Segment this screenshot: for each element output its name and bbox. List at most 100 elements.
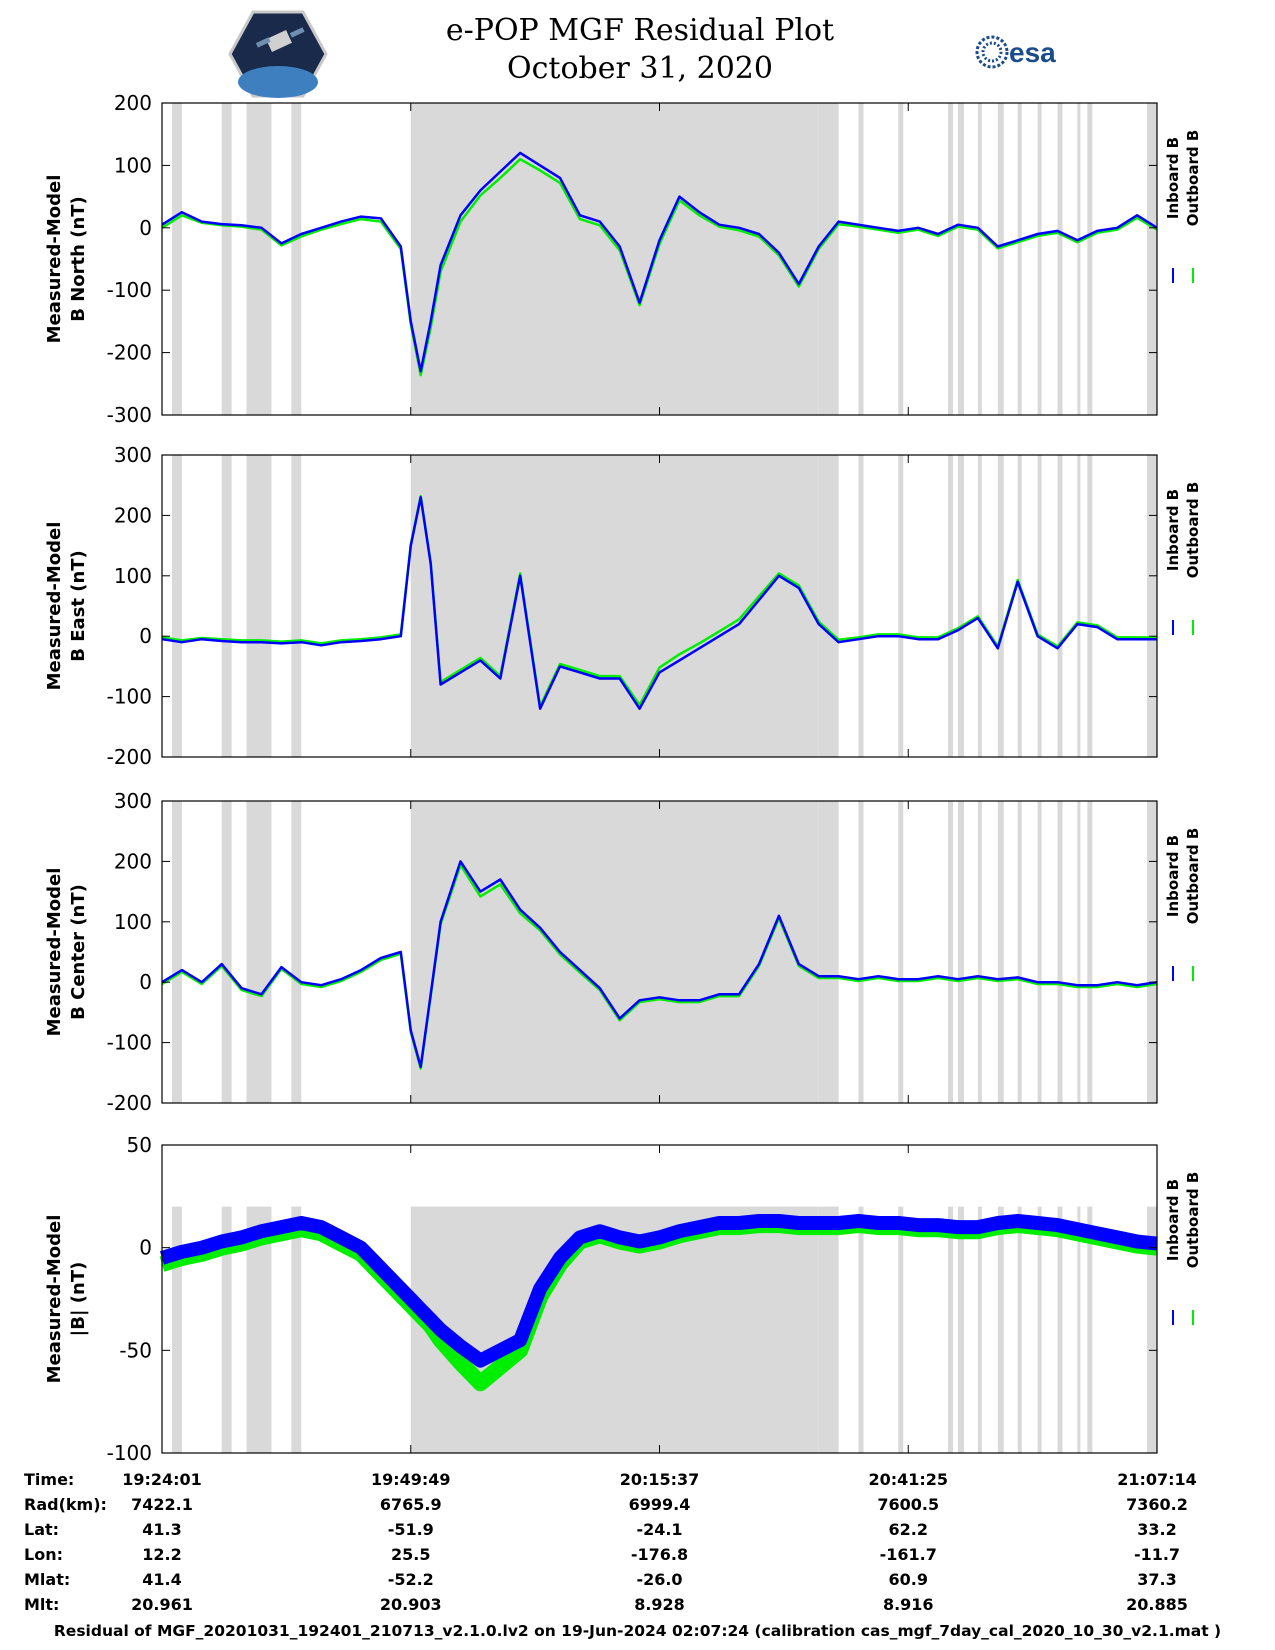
shade-band	[1037, 1206, 1042, 1453]
info-cell: -11.7	[1133, 1545, 1181, 1564]
info-cell: 62.2	[888, 1520, 928, 1539]
y-tick-label: 100	[114, 910, 152, 934]
y-tick-label: 0	[139, 624, 152, 648]
shade-band	[958, 455, 964, 757]
shade-band	[958, 103, 964, 415]
panel-4: 50 0 -50 -100 Measured-Model |B| (nT) Inboard …	[44, 1133, 1202, 1465]
info-cell: -26.0	[636, 1570, 683, 1589]
info-cell: 7360.2	[1126, 1495, 1188, 1514]
shade-band	[977, 801, 982, 1103]
shade-band	[977, 103, 982, 415]
y-tick-label: 200	[114, 503, 152, 527]
shade-band	[291, 801, 302, 1103]
info-row-label: Lat:	[24, 1520, 60, 1539]
panel-1: 200 100 0 -100 -200 -300 Measured-Model B North…	[44, 91, 1202, 427]
shade-band	[171, 801, 182, 1103]
shade-band	[1087, 1206, 1093, 1453]
chart-title: e-POP MGF Residual Plot October 31, 2020	[380, 12, 900, 88]
shade-band	[1057, 455, 1063, 757]
info-cell: 20.903	[379, 1595, 442, 1614]
shade-band	[948, 801, 954, 1103]
shade-band	[858, 455, 864, 757]
footer-caption: Residual of MGF_20201031_192401_210713_v…	[53, 1622, 1222, 1640]
title-line-2: October 31, 2020	[507, 51, 773, 86]
shade-band	[291, 103, 302, 415]
shade-band	[1037, 801, 1042, 1103]
shade-band	[858, 801, 864, 1103]
info-cell: 6999.4	[628, 1495, 691, 1514]
shade-band	[898, 103, 904, 415]
shade-band	[958, 801, 964, 1103]
y-tick-label: -200	[107, 1091, 152, 1115]
info-cell: 19:49:49	[370, 1470, 451, 1489]
panel-3: 300 200 100 0 -100 -200 Measured-Model B Center…	[44, 789, 1202, 1115]
shade-band	[1147, 1206, 1157, 1453]
shade-band	[1017, 1206, 1022, 1453]
y-tick-label: 300	[114, 789, 152, 813]
title-line-1: e-POP MGF Residual Plot	[445, 13, 835, 48]
shade-band	[1087, 103, 1093, 415]
y-axis-label: Measured-Model |B| (nT)	[44, 1215, 89, 1384]
series-outboard-line	[161, 157, 1158, 377]
y-tick-label: -100	[107, 1031, 152, 1055]
info-cell: 20:15:37	[619, 1470, 700, 1489]
info-cell: 60.9	[888, 1570, 928, 1589]
shade-band	[977, 1206, 982, 1453]
info-cell: 25.5	[391, 1545, 431, 1564]
y-tick-label: 200	[114, 849, 152, 873]
shade-band	[1147, 103, 1157, 415]
info-row-label: Mlt:	[24, 1595, 60, 1614]
y-tick-label: 200	[114, 91, 152, 115]
cassiope-logo	[228, 10, 328, 102]
shade-band	[948, 1206, 954, 1453]
shade-band	[858, 1206, 864, 1453]
shade-band	[898, 455, 904, 757]
legend-labels: Inboard B Outboard B	[1164, 828, 1202, 925]
shade-band	[1017, 455, 1022, 757]
shade-band	[1087, 455, 1093, 757]
info-cell: -52.2	[387, 1570, 434, 1589]
shade-band	[221, 801, 232, 1103]
shade-band	[818, 103, 839, 415]
shade-band	[221, 1206, 232, 1453]
info-row-label: Rad(km):	[24, 1495, 107, 1514]
shade-band	[898, 801, 904, 1103]
shade-band	[1087, 801, 1093, 1103]
legend-labels: Inboard B Outboard B	[1164, 1172, 1202, 1269]
y-tick-label: -100	[107, 685, 152, 709]
shade-band	[818, 455, 839, 757]
shade-band	[1077, 801, 1081, 1103]
legend-labels: Inboard B Outboard B	[1164, 130, 1202, 227]
info-cell: 7422.1	[131, 1495, 193, 1514]
shade-band	[410, 455, 819, 757]
y-tick-label: -200	[107, 341, 152, 365]
y-tick-label: 100	[114, 564, 152, 588]
shade-band	[1147, 801, 1157, 1103]
y-tick-label: -100	[107, 278, 152, 302]
shade-band	[246, 455, 272, 757]
esa-logo-text: esa	[1009, 37, 1056, 68]
shade-band	[1017, 801, 1022, 1103]
shade-band	[977, 455, 982, 757]
y-tick-label: 100	[114, 153, 152, 177]
shade-band	[171, 455, 182, 757]
shade-band	[221, 103, 232, 415]
shade-band	[818, 1206, 839, 1453]
shade-band	[1077, 103, 1081, 415]
y-tick-label: -100	[107, 1441, 152, 1465]
series-inboard-line	[161, 496, 1157, 710]
y-axis-label: Measured-Model B East (nT)	[44, 522, 89, 691]
info-cell: 8.928	[634, 1595, 685, 1614]
shade-band	[246, 103, 272, 415]
shade-band	[1057, 1206, 1063, 1453]
shade-band	[948, 455, 954, 757]
info-cell: 20.961	[131, 1595, 193, 1614]
y-tick-label: 50	[127, 1133, 152, 1157]
info-cell: 21:07:14	[1117, 1470, 1197, 1489]
y-tick-label: 0	[139, 970, 152, 994]
shade-band	[1147, 455, 1157, 757]
shade-band	[997, 103, 1004, 415]
info-cell: 33.2	[1137, 1520, 1177, 1539]
shade-band	[898, 1206, 904, 1453]
